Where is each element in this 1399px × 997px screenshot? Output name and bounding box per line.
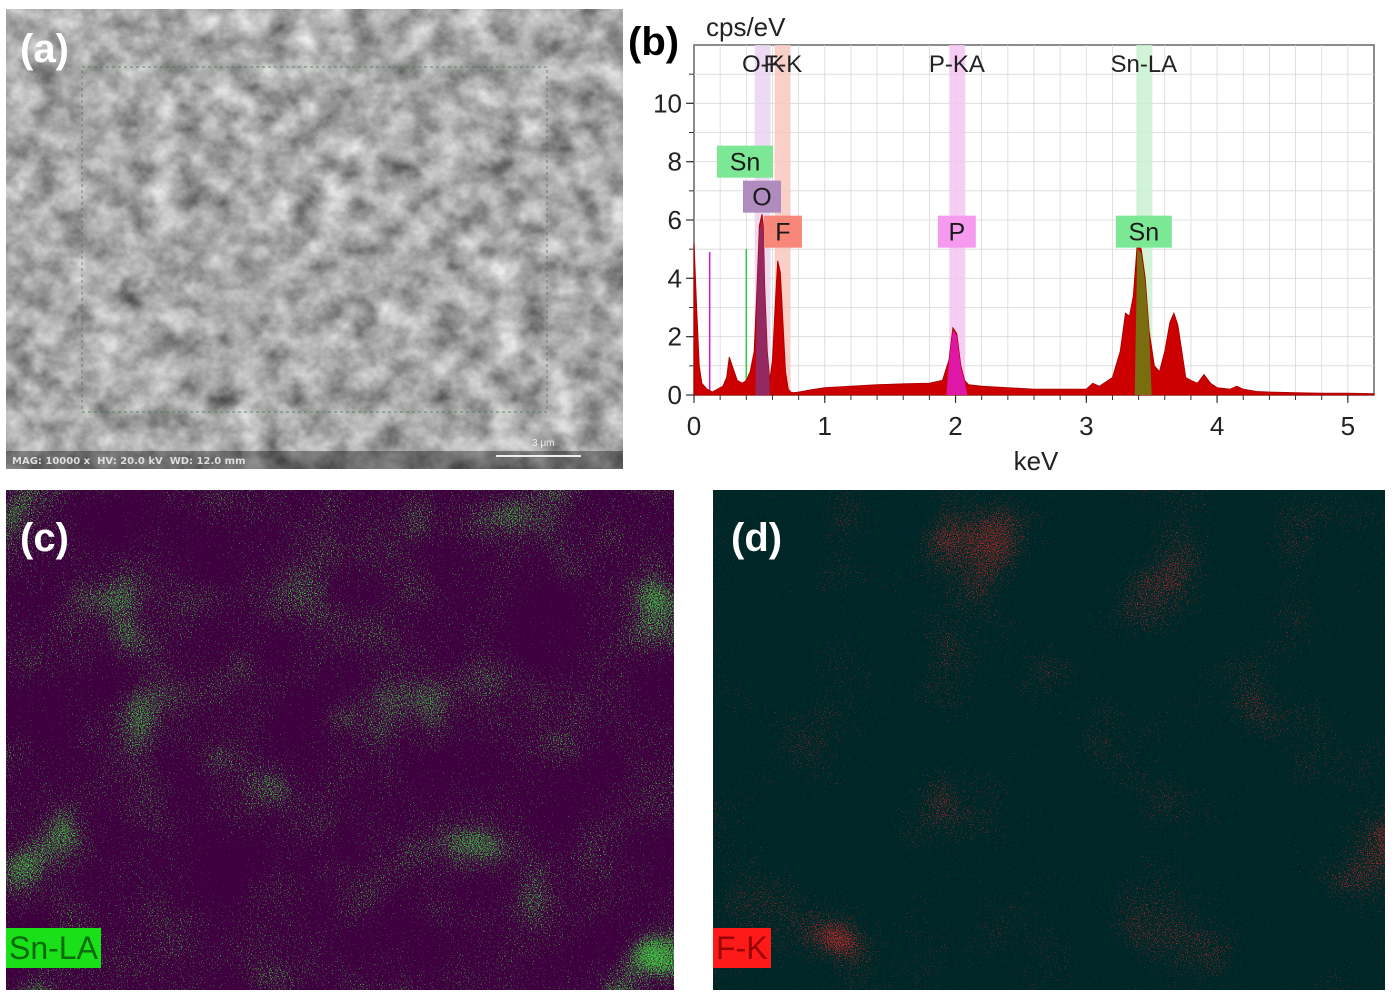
sem-info-bar — [6, 451, 623, 469]
x-axis-label: keV — [1014, 446, 1059, 476]
element-line-label: F-K — [764, 51, 803, 78]
peak-label: Sn — [730, 149, 761, 177]
peak-label-box — [1115, 215, 1172, 248]
x-tick-label: 1 — [818, 411, 832, 441]
x-tick-label: 5 — [1341, 411, 1355, 441]
peak-label-box — [937, 215, 976, 248]
peak-label-box — [717, 145, 773, 178]
sn-map-label: Sn-LA — [6, 928, 101, 968]
panel-label-c: (c) — [20, 516, 69, 560]
eds-spectrum-chart: 0 1 2 3 4 5 0 2 4 6 8 10 keV cps/eV O-KF-K P-KA Sn-LA Sn O… — [653, 12, 1375, 476]
sem-acquisition-info: MAG: 10000 x HV: 20.0 kV WD: 12.0 mm — [12, 456, 246, 467]
scale-bar-label: 3 μm — [532, 438, 555, 449]
sem-micrograph — [6, 9, 623, 469]
sn-elemental-map — [6, 490, 674, 990]
y-tick-label: 0 — [668, 380, 682, 410]
panel-label-a: (a) — [20, 27, 69, 71]
f-elemental-map — [713, 490, 1385, 990]
y-tick-label: 10 — [653, 88, 682, 118]
peak-label: P — [949, 219, 966, 247]
peak-overlay — [946, 329, 968, 395]
peak-label: O — [752, 184, 771, 212]
f-elemental-map-panel: (d) F-K — [713, 490, 1385, 990]
scale-bar — [496, 455, 581, 457]
f-map-label: F-K — [713, 928, 771, 968]
x-tick-label: 3 — [1079, 411, 1093, 441]
panel-label-b: (b) — [628, 20, 680, 64]
x-tick-label: 0 — [687, 411, 701, 441]
element-line-label: Sn-LA — [1110, 51, 1177, 78]
peak-label-box — [763, 215, 802, 248]
y-axis-label: cps/eV — [706, 12, 786, 42]
x-tick-label: 2 — [948, 411, 962, 441]
peak-overlay — [1134, 247, 1152, 395]
sn-elemental-map-panel: (c) Sn-LA — [6, 490, 674, 990]
sem-image-panel: (a) MAG: 10000 x HV: 20.0 kV WD: 12.0 mm… — [6, 9, 623, 469]
peak-label: Sn — [1129, 219, 1160, 247]
peak-label: F — [775, 219, 790, 247]
peak-overlay — [755, 219, 770, 395]
eds-spectrum-panel: 0 1 2 3 4 5 0 2 4 6 8 10 keV cps/eV O-K F-K P-KA Sn-LA Sn O… — [626, 0, 1396, 480]
panel-label-d: (d) — [731, 516, 783, 560]
y-tick-label: 2 — [668, 322, 682, 352]
y-tick-label: 8 — [668, 147, 682, 177]
x-tick-label: 4 — [1210, 411, 1224, 441]
element-line-label: P-KA — [929, 51, 985, 78]
y-tick-label: 4 — [668, 263, 682, 293]
y-tick-label: 6 — [668, 205, 682, 235]
element-line-label: O-K — [742, 51, 785, 78]
peak-label-box — [743, 180, 781, 213]
